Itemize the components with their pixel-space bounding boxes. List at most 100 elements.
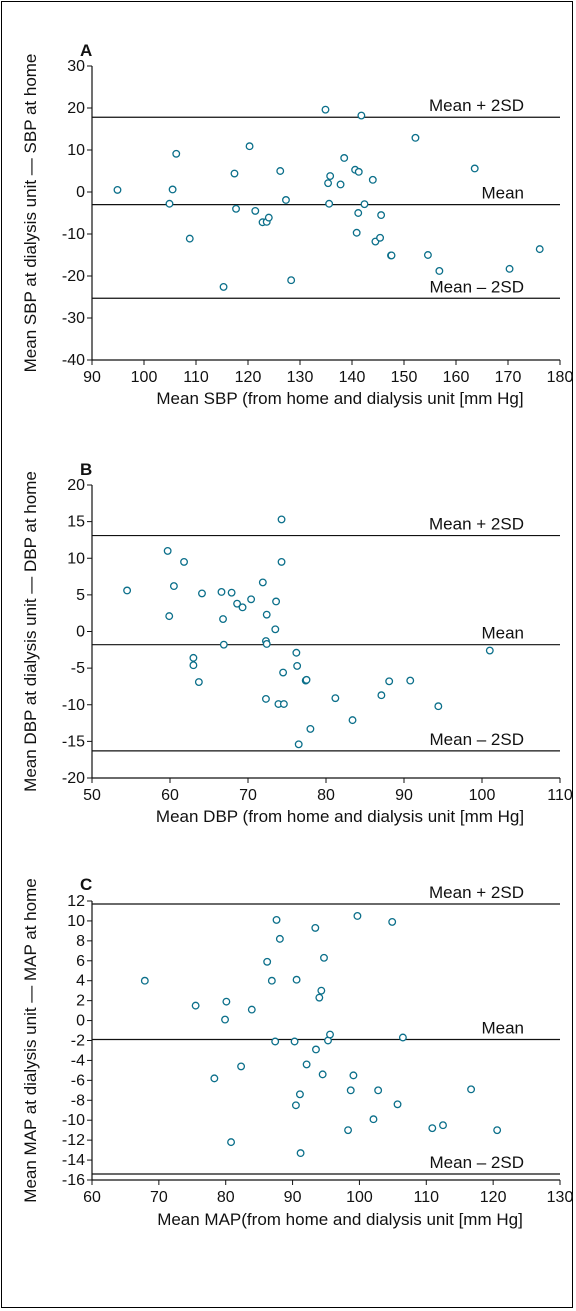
data-point — [287, 276, 296, 285]
y-tick-label: -10 — [62, 226, 85, 243]
data-point — [180, 557, 188, 566]
data-point — [368, 175, 377, 184]
data-point — [233, 599, 242, 608]
x-tick-label: 70 — [150, 1189, 168, 1206]
data-point — [346, 1086, 355, 1095]
data-point — [230, 169, 239, 178]
reference-line-label: Mean + 2SD — [429, 515, 524, 534]
data-point — [189, 653, 198, 662]
y-tick-label: 10 — [67, 142, 85, 159]
x-tick-label: 50 — [83, 787, 101, 804]
y-tick-label: -40 — [62, 352, 85, 369]
data-point — [324, 179, 333, 188]
data-point — [219, 282, 228, 291]
data-point — [294, 740, 303, 749]
x-tick-label: 60 — [83, 1189, 101, 1206]
x-tick-label: 130 — [287, 369, 314, 386]
data-point — [406, 676, 415, 685]
panel-letter: C — [80, 875, 92, 894]
data-point — [276, 167, 285, 175]
data-point — [485, 646, 494, 655]
y-tick-label: 0 — [76, 1013, 85, 1030]
y-tick-label: -2 — [71, 1033, 85, 1050]
reference-line-label: Mean – 2SD — [430, 1153, 525, 1172]
x-tick-label: 90 — [83, 369, 101, 386]
data-point — [317, 986, 326, 995]
panel-c: C -16 -14 -12 -10 -8 -6 -4 -2 0 2 4 6 8 10 12 60 70 80 90 10… — [21, 875, 573, 1229]
data-point — [222, 997, 231, 1006]
data-point — [169, 582, 178, 591]
data-point — [282, 196, 290, 204]
y-axis-label: Mean DBP at dialysis unit — DBP at home — [21, 471, 40, 792]
x-axis-label: Mean SBP (from home and dialysis unit [m… — [156, 389, 523, 408]
data-point — [251, 206, 260, 215]
data-point — [326, 172, 335, 180]
data-point — [388, 917, 397, 926]
data-point — [271, 625, 280, 634]
data-point — [232, 204, 240, 213]
data-point — [165, 199, 174, 208]
x-tick-label: 110 — [547, 787, 573, 804]
x-tick-label: 70 — [239, 787, 257, 804]
reference-line-label: Mean – 2SD — [430, 730, 525, 749]
x-tick-label: 60 — [161, 787, 179, 804]
x-tick-label: 110 — [183, 369, 209, 386]
x-tick-label: 180 — [547, 369, 574, 386]
x-tick-label: 80 — [317, 787, 335, 804]
y-tick-label: -5 — [71, 660, 85, 677]
y-tick-label: 15 — [67, 514, 85, 531]
data-point — [237, 1062, 246, 1071]
data-point — [312, 1045, 320, 1054]
data-point — [376, 233, 385, 242]
y-tick-label: -10 — [62, 697, 85, 714]
panel-b: B -20 -15 -10 -5 0 5 10 15 20 50 60 70 80 90 100 110 Mean… — [21, 460, 573, 826]
x-axis-label: Mean MAP(from home and dialysis unit [mm… — [157, 1210, 523, 1229]
data-point — [321, 105, 330, 114]
data-point — [198, 589, 206, 598]
data-point — [185, 234, 194, 243]
data-point — [267, 976, 276, 985]
data-point — [291, 1101, 300, 1110]
data-point — [262, 640, 271, 648]
data-point — [272, 915, 281, 924]
data-point — [435, 267, 444, 275]
data-point — [306, 724, 315, 733]
data-point — [470, 164, 479, 173]
data-point — [292, 975, 301, 984]
data-point — [311, 923, 320, 932]
data-point — [354, 209, 363, 217]
data-point — [247, 595, 256, 604]
data-point — [302, 675, 311, 684]
y-tick-label: -30 — [62, 310, 85, 327]
data-point — [263, 957, 272, 966]
y-tick-label: -4 — [71, 1052, 85, 1069]
data-point — [354, 167, 363, 176]
data-point — [340, 154, 349, 162]
data-point — [262, 610, 271, 619]
data-point — [377, 691, 386, 700]
x-tick-label: 160 — [443, 369, 470, 386]
y-tick-label: -12 — [62, 1132, 85, 1149]
data-point — [439, 1121, 447, 1130]
y-tick-label: 0 — [76, 624, 85, 641]
reference-line-label: Mean + 2SD — [429, 96, 524, 115]
data-point — [331, 694, 340, 703]
data-point — [189, 661, 198, 670]
x-axis-label: Mean DBP (from home and dialysis unit [m… — [156, 807, 524, 826]
y-tick-label: -6 — [71, 1072, 85, 1089]
data-point — [163, 546, 172, 555]
x-tick-label: 100 — [469, 787, 496, 804]
data-point — [194, 678, 203, 686]
data-point — [318, 1070, 327, 1079]
y-tick-label: -20 — [62, 770, 85, 787]
data-point — [258, 578, 267, 587]
data-point — [221, 1015, 229, 1024]
panel-letter: A — [80, 41, 92, 60]
y-tick-label: 10 — [67, 550, 85, 567]
data-point — [398, 1033, 407, 1042]
data-point — [264, 213, 273, 222]
data-point — [369, 1115, 378, 1124]
y-axis-label: Mean SBP at dialysis unit — SBP at home — [21, 54, 40, 373]
data-point — [271, 1037, 280, 1046]
